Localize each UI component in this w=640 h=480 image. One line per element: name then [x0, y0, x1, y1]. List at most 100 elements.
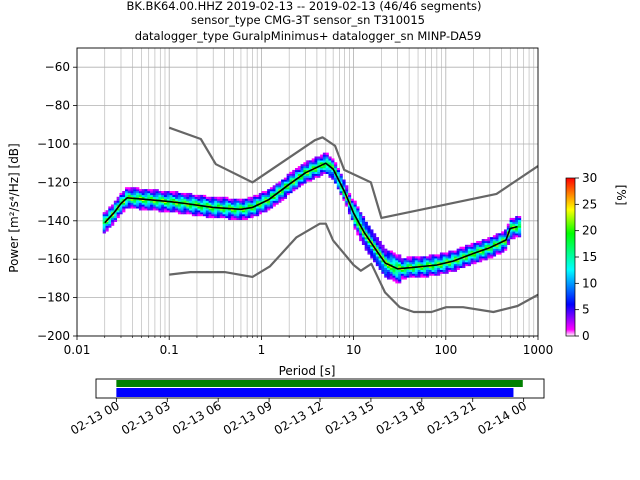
heatmap-cell — [320, 173, 324, 176]
heatmap-cell — [211, 200, 215, 203]
heatmap-cell — [361, 239, 366, 242]
heatmap-cell — [211, 210, 215, 213]
heatmap-cell — [283, 187, 288, 190]
heatmap-cell — [250, 204, 254, 207]
heatmap-cell — [314, 175, 318, 178]
heatmap-cell — [470, 246, 474, 249]
heatmap-cell — [225, 200, 229, 203]
heatmap-cell — [345, 189, 349, 192]
heatmap-cell — [297, 166, 301, 169]
heatmap-cell — [417, 275, 421, 278]
heatmap-cell — [208, 216, 212, 219]
heatmap-cell — [445, 260, 449, 263]
heatmap-cell — [219, 212, 223, 215]
heatmap-cell — [375, 244, 380, 247]
heatmap-cell — [166, 191, 170, 194]
heatmap-cell — [476, 244, 480, 247]
heatmap-cell — [300, 179, 304, 182]
heatmap-cell — [216, 216, 221, 219]
heatmap-cell — [381, 262, 385, 265]
heatmap-cell — [122, 208, 126, 211]
heatmap-cell — [166, 202, 170, 205]
heatmap-cell — [297, 171, 301, 174]
heatmap-cell — [225, 196, 229, 199]
heatmap-cell — [138, 204, 143, 207]
heatmap-cell — [506, 240, 511, 244]
heatmap-cell — [314, 156, 318, 159]
heatmap-cell — [250, 200, 254, 203]
heatmap-cell — [147, 192, 151, 196]
heatmap-cell — [414, 271, 419, 274]
heatmap-cell — [442, 256, 446, 259]
heatmap-cell — [412, 273, 416, 276]
heatmap-cell — [334, 168, 338, 171]
heatmap-cell — [233, 217, 237, 221]
heatmap-cell — [400, 271, 405, 274]
heatmap-cell — [437, 256, 441, 259]
heatmap-cell — [141, 196, 145, 199]
heatmap-cell — [347, 208, 352, 211]
heatmap-cell — [169, 210, 173, 213]
heatmap-cell — [141, 189, 145, 192]
heatmap-cell — [278, 196, 282, 199]
heatmap-cell — [331, 160, 335, 163]
heatmap-cell — [194, 208, 198, 211]
heatmap-cell — [197, 208, 201, 211]
heatmap-cell — [378, 242, 382, 245]
heatmap-cell — [105, 223, 109, 226]
heatmap-cell — [283, 192, 288, 196]
heatmap-cell — [361, 233, 366, 236]
heatmap-cell — [386, 260, 391, 263]
heatmap-cell — [353, 204, 357, 207]
heatmap-cell — [395, 275, 399, 278]
heatmap-cell — [331, 158, 335, 161]
heatmap-cell — [398, 262, 402, 265]
heatmap-cell — [325, 152, 329, 155]
heatmap-cell — [244, 198, 249, 201]
heatmap-cell — [487, 256, 491, 259]
heatmap-cell — [417, 271, 421, 274]
heatmap-cell — [127, 200, 131, 203]
heatmap-cell — [311, 164, 315, 167]
timeline-tick-label: 02-13 06 — [170, 398, 224, 437]
heatmap-cell — [389, 260, 393, 263]
heatmap-cell — [431, 265, 435, 269]
heatmap-cell — [269, 198, 274, 201]
heatmap-cell — [423, 264, 427, 267]
heatmap-cell — [353, 223, 357, 226]
heatmap-cell — [512, 223, 516, 226]
heatmap-cell — [200, 206, 204, 209]
heatmap-cell — [141, 200, 145, 203]
heatmap-cell — [406, 265, 410, 269]
heatmap-cell — [255, 212, 260, 215]
heatmap-cell — [398, 264, 402, 267]
heatmap-cell — [392, 256, 396, 259]
heatmap-cell — [150, 202, 154, 205]
heatmap-cell — [155, 196, 159, 199]
heatmap-cell — [261, 194, 265, 197]
heatmap-cell — [439, 271, 444, 274]
heatmap-cell — [261, 210, 265, 213]
heatmap-cell — [113, 212, 118, 215]
heatmap-cell — [420, 258, 424, 261]
heatmap-cell — [264, 202, 268, 205]
heatmap-cell — [205, 210, 210, 213]
heatmap-cell — [389, 252, 393, 255]
heatmap-cell — [373, 235, 377, 238]
heatmap-cell — [306, 179, 310, 182]
heatmap-cell — [275, 191, 279, 194]
heatmap-cell — [361, 219, 366, 222]
heatmap-cell — [144, 189, 148, 192]
heatmap-cell — [278, 200, 282, 203]
heatmap-cell — [250, 214, 254, 217]
heatmap-cell — [186, 200, 190, 203]
heatmap-cell — [325, 160, 329, 163]
heatmap-cell — [127, 202, 131, 205]
heatmap-cell — [492, 252, 497, 255]
heatmap-cell — [219, 208, 223, 211]
heatmap-cell — [166, 210, 170, 213]
heatmap-cell — [122, 210, 126, 213]
heatmap-cell — [138, 194, 143, 197]
heatmap-cell — [448, 262, 452, 265]
heatmap-cell — [253, 198, 257, 201]
